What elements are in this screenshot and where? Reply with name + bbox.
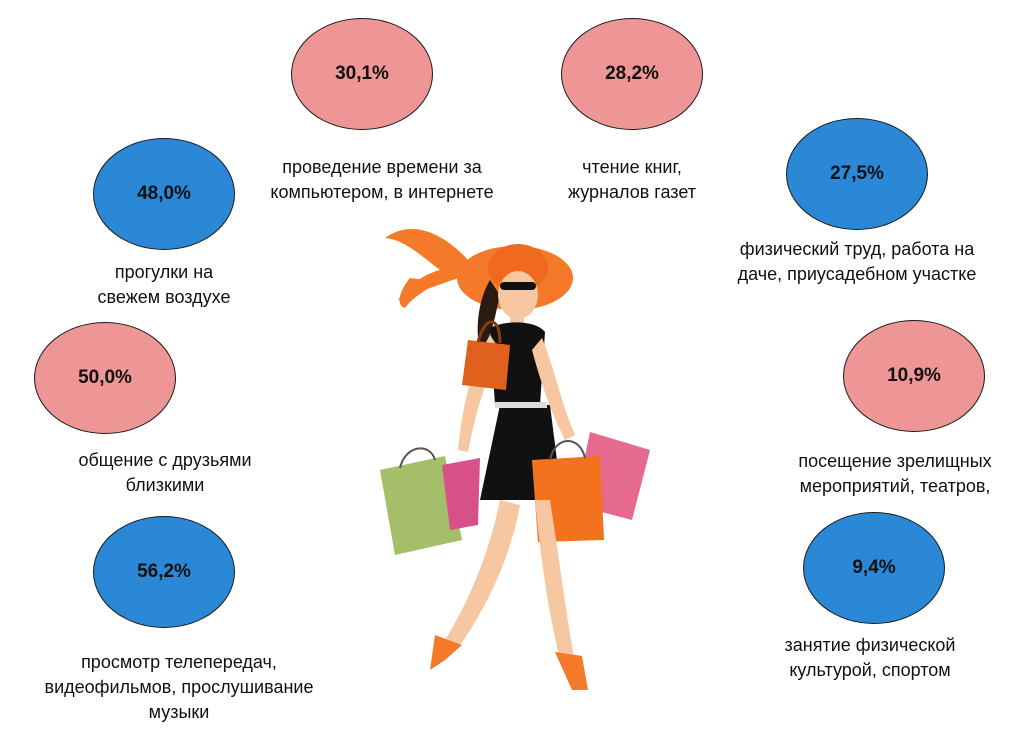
label-friends: общение с друзьями близкими	[45, 448, 285, 498]
label-line: свежем воздухе	[97, 287, 231, 307]
shoe-left-icon	[430, 635, 462, 670]
bubble-value: 50,0%	[78, 367, 132, 388]
label-line: даче, приусадебном участке	[737, 264, 977, 284]
label-line: занятие физической	[784, 635, 956, 655]
label-line: проведение времени за	[282, 157, 482, 177]
label-line: чтение книг,	[582, 157, 682, 177]
bubble-computer: 30,1%	[291, 18, 433, 130]
label-walks: прогулки на свежем воздухе	[64, 260, 264, 310]
label-line: общение с друзьями	[78, 450, 252, 470]
label-physical-work: физический труд, работа на даче, приусад…	[712, 237, 1002, 287]
label-line: прогулки на	[114, 262, 214, 282]
label-line: журналов газет	[568, 182, 696, 202]
shopping-bag-green-icon	[380, 456, 462, 555]
label-reading: чтение книг, журналов газет	[532, 155, 732, 205]
label-line: просмотр телепередач,	[81, 652, 277, 672]
bubble-reading: 28,2%	[561, 18, 703, 130]
label-line: физический труд, работа на	[739, 239, 975, 259]
bubble-value: 56,2%	[137, 561, 191, 582]
bubble-physical-work: 27,5%	[786, 118, 928, 230]
label-line: мероприятий, театров,	[799, 476, 991, 496]
bubble-friends: 50,0%	[34, 322, 176, 434]
label-line: культурой, спортом	[789, 660, 951, 680]
bubble-tv: 56,2%	[93, 516, 235, 628]
bubble-walks: 48,0%	[93, 138, 235, 250]
label-line: музыки	[148, 702, 210, 722]
shopping-bag-pink-icon	[442, 458, 480, 530]
label-events: посещение зрелищных мероприятий, театров…	[770, 449, 1020, 499]
bubble-value: 9,4%	[852, 557, 896, 578]
bubble-value: 28,2%	[605, 63, 659, 84]
label-tv: просмотр телепередач, видеофильмов, прос…	[14, 650, 344, 725]
bubble-value: 27,5%	[830, 163, 884, 184]
handbag-icon	[462, 340, 510, 390]
label-line: посещение зрелищных	[798, 451, 992, 471]
bubble-value: 10,9%	[887, 365, 941, 386]
scarf-ribbon	[385, 229, 468, 300]
bubble-events: 10,9%	[843, 320, 985, 432]
label-line: компьютером, в интернете	[270, 182, 494, 202]
bubble-sport: 9,4%	[803, 512, 945, 624]
shoe-right-icon	[555, 652, 588, 690]
bubble-value: 48,0%	[137, 183, 191, 204]
label-line: видеофильмов, прослушивание	[44, 677, 314, 697]
label-computer: проведение времени за компьютером, в инт…	[232, 155, 532, 205]
bubble-value: 30,1%	[335, 63, 389, 84]
label-line: близкими	[125, 475, 205, 495]
woman-shopping-illustration	[380, 229, 650, 690]
label-sport: занятие физической культурой, спортом	[760, 633, 980, 683]
